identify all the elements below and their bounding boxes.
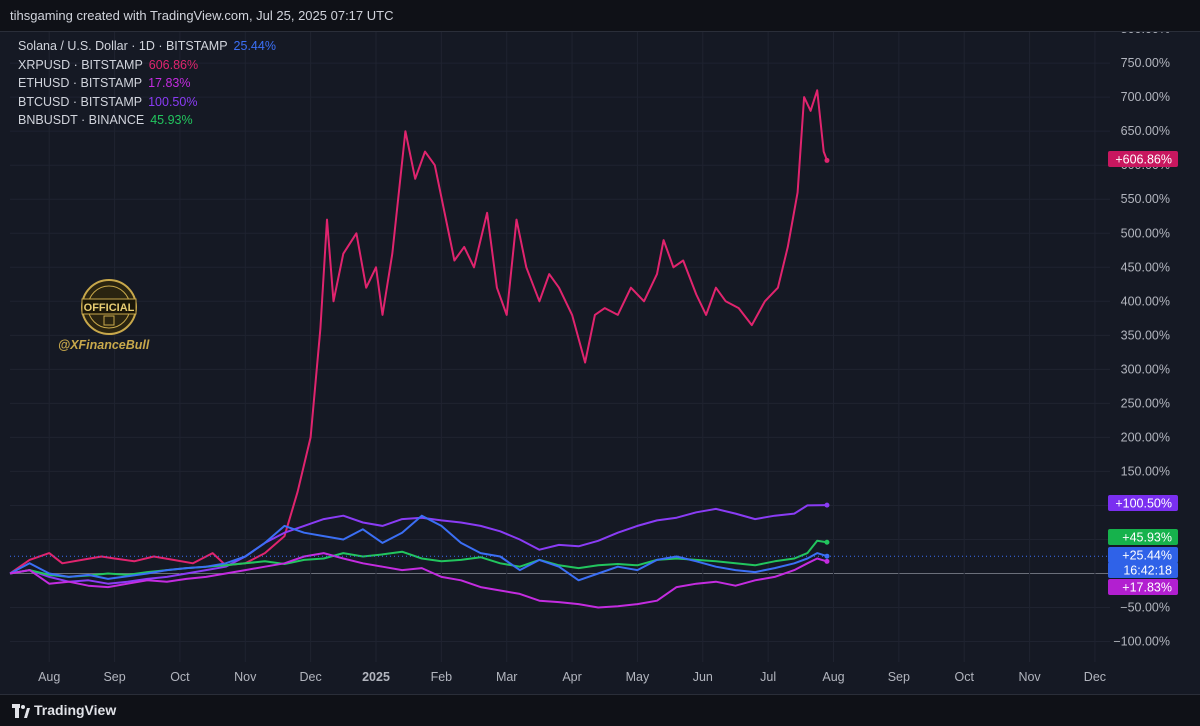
y-tick-label[interactable]: 400.00% xyxy=(1121,294,1170,308)
x-axis[interactable]: Aug Sep Oct Nov Dec 2025 Feb Mar Apr May Jun Jul Aug… xyxy=(38,670,1106,684)
series-end-point-0 xyxy=(824,157,830,163)
price-tag: +606.86% xyxy=(1115,153,1172,167)
price-tag-bg xyxy=(1108,495,1178,511)
price-tag: +25.44% xyxy=(1122,549,1172,563)
y-tick-label[interactable]: −100.00% xyxy=(1113,635,1170,649)
price-tag: +100.50% xyxy=(1115,497,1172,511)
x-tick-label[interactable]: Nov xyxy=(234,670,257,684)
y-tick-label[interactable]: 200.00% xyxy=(1121,430,1170,444)
legend-item-name: XRPUSD · BITSTAMP xyxy=(18,57,143,72)
price-tag-bg xyxy=(1108,529,1178,545)
legend-item-value: 17.83% xyxy=(148,76,191,90)
x-tick-label[interactable]: Aug xyxy=(38,670,60,684)
series-line-3 xyxy=(9,514,828,582)
legend-item-value: 100.50% xyxy=(148,94,198,109)
series-end-point-1 xyxy=(824,502,830,508)
x-tick-label[interactable]: May xyxy=(626,670,650,684)
legend-item[interactable]: ETHUSD · BITSTAMP 17.83% xyxy=(18,74,276,93)
series-line-2 xyxy=(9,539,828,578)
series-line-1 xyxy=(9,504,828,585)
official-badge-icon: OFFICIAL xyxy=(80,278,138,336)
y-tick-label[interactable]: 350.00% xyxy=(1121,328,1170,342)
legend-item[interactable]: BNBUSDT · BINANCE 45.93% xyxy=(18,111,276,130)
x-tick-label[interactable]: Mar xyxy=(496,670,518,684)
legend-item-value: 25.44% xyxy=(233,39,276,53)
legend-item-value: 606.86% xyxy=(148,57,199,72)
x-tick-label[interactable]: Aug xyxy=(822,670,844,684)
tradingview-brand: TradingView xyxy=(34,702,117,718)
series-line-0 xyxy=(9,89,828,575)
price-tag-bg xyxy=(1108,547,1178,563)
x-tick-label[interactable]: Sep xyxy=(103,670,125,684)
y-tick-label[interactable]: 250.00% xyxy=(1121,396,1170,410)
y-tick-label[interactable]: 700.00% xyxy=(1121,90,1170,104)
series-end-point-2 xyxy=(824,539,830,545)
series-layer xyxy=(9,89,1110,609)
x-tick-label[interactable]: Feb xyxy=(431,670,453,684)
legend-item-name: Solana / U.S. Dollar · 1D · BITSTAMP xyxy=(18,39,228,53)
legend-item-name: ETHUSD · BITSTAMP xyxy=(18,76,143,90)
tradingview-logo-icon xyxy=(12,704,30,718)
chart-area[interactable]: −100.00%−50.00%0.00%50.00%100.00%150.00%… xyxy=(0,32,1200,694)
legend-item-value: 45.93% xyxy=(150,113,193,127)
y-tick-label[interactable]: 550.00% xyxy=(1121,192,1170,206)
y-tick-label[interactable]: 750.00% xyxy=(1121,56,1170,70)
y-tick-label[interactable]: −50.00% xyxy=(1120,601,1170,615)
x-tick-label[interactable]: 2025 xyxy=(362,670,390,684)
x-tick-label[interactable]: Dec xyxy=(1084,670,1106,684)
price-tags: +606.86% +100.50% +45.93% +25.44%16:42:18 +1… xyxy=(1108,151,1178,595)
price-tag: +17.83% xyxy=(1122,581,1172,595)
price-tag: 16:42:18 xyxy=(1123,564,1172,578)
y-tick-label[interactable]: 800.00% xyxy=(1121,32,1170,36)
legend-item[interactable]: BTCUSD · BITSTAMP 100.50% xyxy=(18,93,276,112)
x-tick-label[interactable]: Oct xyxy=(954,670,974,684)
y-tick-label[interactable]: 500.00% xyxy=(1121,226,1170,240)
legend-item[interactable]: XRPUSD · BITSTAMP 606.86% xyxy=(18,56,276,75)
x-tick-label[interactable]: Jul xyxy=(760,670,776,684)
legend-item-name: BNBUSDT · BINANCE xyxy=(18,113,145,127)
y-tick-label[interactable]: 300.00% xyxy=(1121,362,1170,376)
x-tick-label[interactable]: Sep xyxy=(888,670,910,684)
y-tick-label[interactable]: 150.00% xyxy=(1121,464,1170,478)
x-tick-label[interactable]: Nov xyxy=(1018,670,1041,684)
legend-item-name: BTCUSD · BITSTAMP xyxy=(18,94,143,109)
x-tick-label[interactable]: Jun xyxy=(693,670,713,684)
legend: Solana / U.S. Dollar · 1D · BITSTAMP 25.4… xyxy=(18,37,276,130)
price-tag-bg xyxy=(1108,151,1178,167)
badge-text: OFFICIAL xyxy=(84,302,135,314)
legend-item[interactable]: Solana / U.S. Dollar · 1D · BITSTAMP 25.4… xyxy=(18,37,276,56)
series-line-4 xyxy=(9,552,828,609)
y-tick-label[interactable]: 450.00% xyxy=(1121,260,1170,274)
y-tick-label[interactable]: 650.00% xyxy=(1121,124,1170,138)
series-end-point-4 xyxy=(824,558,830,564)
x-tick-label[interactable]: Apr xyxy=(562,670,581,684)
x-tick-label[interactable]: Dec xyxy=(300,670,322,684)
header-text: tihsgaming created with TradingView.com,… xyxy=(10,8,394,23)
watermark-handle: @XFinanceBull xyxy=(58,338,150,352)
header-bar: tihsgaming created with TradingView.com,… xyxy=(0,0,1200,32)
price-tag: +45.93% xyxy=(1122,531,1172,545)
x-tick-label[interactable]: Oct xyxy=(170,670,190,684)
price-tag-bg xyxy=(1108,562,1178,578)
price-tag-bg xyxy=(1108,579,1178,595)
footer-bar: TradingView xyxy=(0,694,1200,726)
